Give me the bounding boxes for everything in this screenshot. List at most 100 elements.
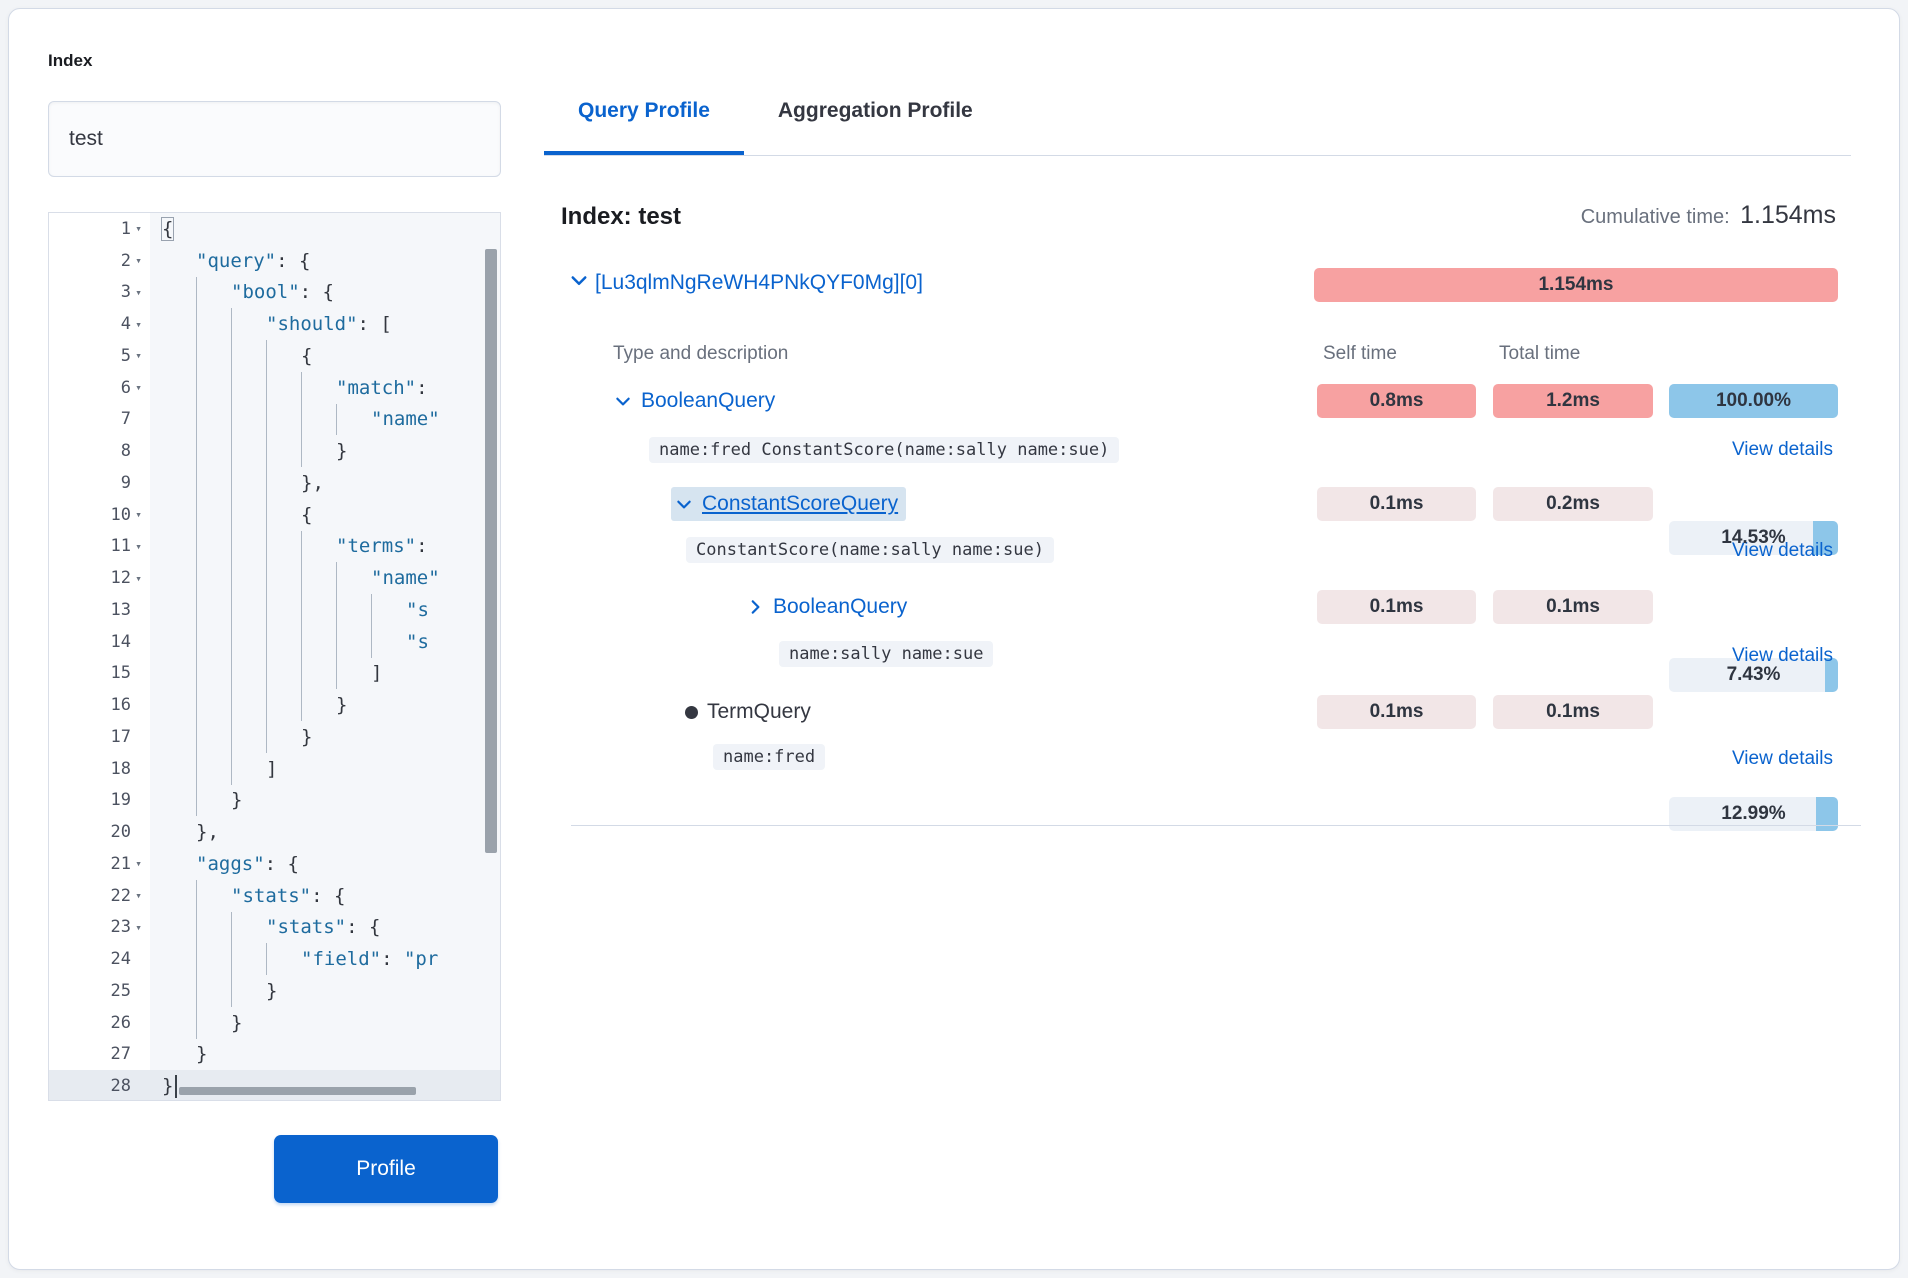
index-input[interactable] xyxy=(48,101,501,177)
editor-vertical-scrollbar[interactable] xyxy=(485,249,497,853)
code-content: } xyxy=(150,1006,500,1039)
tab-aggregation-profile[interactable]: Aggregation Profile xyxy=(744,67,1007,155)
indent-space xyxy=(162,277,196,309)
query-type-link[interactable]: BooleanQuery xyxy=(773,595,908,618)
indent-guide-line xyxy=(196,371,231,404)
code-token: "should" xyxy=(266,313,358,336)
line-gutter: 20 xyxy=(49,816,150,848)
query-highlight: ConstantScoreQuery xyxy=(671,487,907,521)
indent-guide-line xyxy=(301,625,336,658)
code-content: ] xyxy=(150,752,500,785)
line-number: 17 xyxy=(110,726,131,747)
fold-arrow-icon[interactable]: ▾ xyxy=(135,285,142,299)
query-description-chip: name:fred ConstantScore(name:sally name:… xyxy=(649,437,1120,463)
line-number: 21 xyxy=(110,853,131,874)
query-type-link[interactable]: ConstantScoreQuery xyxy=(702,492,899,515)
indent-space xyxy=(162,467,196,499)
line-number: 3 xyxy=(120,282,131,303)
code-token: : { xyxy=(276,249,311,272)
indent-guide-line xyxy=(266,721,301,753)
code-content: "bool": { xyxy=(150,276,500,309)
code-content: ] xyxy=(150,657,500,690)
view-details-link[interactable]: View details xyxy=(1731,439,1833,460)
fold-arrow-icon[interactable]: ▾ xyxy=(135,222,142,236)
line-number: 6 xyxy=(120,377,131,398)
query-row-booleanquery-root[interactable]: BooleanQuery xyxy=(614,384,775,418)
fold-arrow-icon[interactable]: ▾ xyxy=(135,920,142,934)
line-number: 14 xyxy=(110,631,131,652)
query-description: ConstantScore(name:sally name:sue) xyxy=(686,537,1054,563)
percent-badge: 14.53% xyxy=(1669,521,1838,555)
fold-arrow-icon[interactable]: ▾ xyxy=(135,857,142,871)
query-row-constantscorequery[interactable]: ConstantScoreQuery xyxy=(671,487,907,521)
indent-space xyxy=(162,816,196,848)
view-details-link[interactable]: View details xyxy=(1731,645,1833,666)
code-line: 21 ▾ "aggs": { xyxy=(49,848,500,880)
indent-guide-line xyxy=(196,784,231,817)
indent-guide-line xyxy=(231,721,266,753)
code-token: : { xyxy=(299,281,334,304)
query-code-editor[interactable]: 1 ▾{2 ▾ "query": {3 ▾ "bool": {4 ▾ "should": [5… xyxy=(48,212,501,1101)
indent-guide-line xyxy=(336,657,371,690)
line-number: 10 xyxy=(110,504,131,525)
fold-arrow-icon[interactable]: ▾ xyxy=(135,539,142,553)
editor-horizontal-scrollbar[interactable] xyxy=(179,1087,416,1095)
indent-guide-line xyxy=(301,403,336,436)
code-line: 17} xyxy=(49,721,500,753)
fold-arrow-icon[interactable]: ▾ xyxy=(135,349,142,363)
indent-guide-line xyxy=(266,498,301,531)
view-details-link[interactable]: View details xyxy=(1731,540,1833,561)
code-content: } xyxy=(150,975,500,1007)
indent-guide-line xyxy=(231,403,266,436)
indent-space xyxy=(162,1007,196,1039)
line-number: 25 xyxy=(110,980,131,1001)
tab-query-profile[interactable]: Query Profile xyxy=(544,67,744,155)
percent-badge: 7.43% xyxy=(1669,658,1838,692)
fold-arrow-icon[interactable]: ▾ xyxy=(135,508,142,522)
code-token: "bool" xyxy=(231,281,300,304)
query-row-booleanquery-nested[interactable]: BooleanQuery xyxy=(746,590,907,624)
fold-arrow-icon[interactable]: ▾ xyxy=(135,571,142,585)
fold-arrow-icon[interactable]: ▾ xyxy=(135,254,142,268)
code-token: "terms" xyxy=(336,535,417,558)
code-content: { xyxy=(150,498,500,531)
total-time-value: 0.1ms xyxy=(1546,701,1600,722)
indent-guide-line xyxy=(301,435,336,467)
profile-button[interactable]: Profile xyxy=(274,1135,498,1203)
indent-guide-line xyxy=(266,562,301,594)
fold-arrow-icon[interactable]: ▾ xyxy=(135,381,142,395)
fold-arrow-icon[interactable]: ▾ xyxy=(135,889,142,903)
indent-space xyxy=(162,626,196,658)
indent-space xyxy=(162,340,196,372)
code-line: 28} xyxy=(49,1070,500,1100)
search-profiler-panel: Index 1▾{2▾"query": {3▾"bool": {4▾"shoul… xyxy=(8,8,1900,1270)
fold-arrow-icon[interactable]: ▾ xyxy=(135,317,142,331)
indent-guide-line xyxy=(231,752,266,785)
self-time-badge: 0.1ms xyxy=(1317,487,1476,521)
code-token: "aggs" xyxy=(196,852,265,875)
indent-guide-line xyxy=(196,276,231,309)
shard-toggle[interactable]: [Lu3qlmNgReWH4PNkQYF0Mg][0] xyxy=(569,265,923,301)
code-line: 19} xyxy=(49,784,500,817)
line-number: 27 xyxy=(110,1044,131,1065)
line-number: 8 xyxy=(120,441,131,462)
code-content: "name" xyxy=(150,562,500,594)
code-content: "s xyxy=(150,594,500,626)
code-token: ] xyxy=(266,757,278,780)
indent-space xyxy=(162,531,196,563)
self-time-badge: 0.1ms xyxy=(1317,590,1476,624)
line-gutter: 15 xyxy=(49,657,150,690)
view-details-link[interactable]: View details xyxy=(1731,748,1833,769)
indent-guide-line xyxy=(231,435,266,467)
code-editor-lines: 1 ▾{2 ▾ "query": {3 ▾ "bool": {4 ▾ "should": [5… xyxy=(49,213,500,1100)
indent-guide-line xyxy=(196,879,231,912)
code-token: }, xyxy=(196,821,219,844)
code-line: 6 ▾ "match": xyxy=(49,371,500,404)
code-token: { xyxy=(301,503,313,526)
code-token: "stats" xyxy=(231,884,312,907)
section-divider xyxy=(571,825,1861,826)
query-type-link[interactable]: BooleanQuery xyxy=(641,389,776,412)
indent-guide-line xyxy=(196,498,231,531)
code-line: 8} xyxy=(49,435,500,467)
column-header-total-time: Total time xyxy=(1499,343,1581,364)
